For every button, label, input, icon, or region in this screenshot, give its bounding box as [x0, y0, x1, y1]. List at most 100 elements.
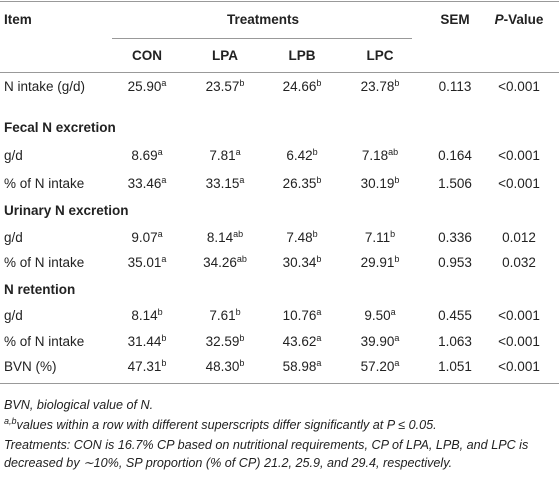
footnote: a,bvalues within a row with different su… — [4, 416, 556, 434]
cell-value: 30.19 — [360, 176, 395, 191]
cell-superscript: ab — [388, 147, 399, 157]
row-label: g/d — [4, 230, 23, 245]
row-label: % of N intake — [4, 176, 85, 191]
cell: 7.61b — [209, 308, 240, 324]
header-p-value: P-Value — [495, 12, 544, 28]
p-value: 0.032 — [502, 255, 536, 270]
cell-superscript: b — [312, 147, 318, 157]
cell: 7.18ab — [362, 148, 398, 164]
cell: 25.90a — [128, 79, 167, 95]
group-header: LPA — [212, 48, 238, 63]
p-value: <0.001 — [498, 176, 540, 191]
cell-value: 10.76 — [282, 308, 317, 323]
group-header: LPC — [366, 48, 394, 63]
cell-superscript: a — [161, 254, 167, 264]
row-label: N intake (g/d) — [4, 79, 86, 94]
p-value: <0.001 — [498, 79, 540, 94]
cell-superscript: a — [394, 358, 400, 368]
row-label: % of N intake — [4, 255, 85, 270]
cell-value: 43.62 — [282, 334, 317, 349]
cell-value: 25.90 — [127, 79, 162, 94]
cell-superscript: b — [316, 78, 322, 88]
sem-value: 0.164 — [438, 148, 472, 163]
footnote: BVN, biological value of N. — [4, 398, 154, 412]
footnote-superscript: a,b — [4, 416, 17, 426]
cell: 8.14b — [131, 308, 162, 324]
footnote-text: values within a row with different super… — [16, 418, 437, 432]
cell: 48.30b — [206, 359, 245, 375]
cell: 30.19b — [361, 176, 400, 192]
cell-superscript: b — [239, 358, 245, 368]
cell-value: 32.59 — [205, 334, 240, 349]
header-sem: SEM — [440, 12, 470, 27]
cell-superscript: b — [316, 175, 322, 185]
p-rest: -Value — [503, 12, 544, 27]
cell: 10.76a — [283, 308, 322, 324]
sem-value: 1.506 — [438, 176, 472, 191]
p-italic: P — [494, 12, 504, 27]
cell-value: 47.31 — [127, 359, 162, 374]
cell: 33.15a — [206, 176, 245, 192]
row-label: g/d — [4, 308, 23, 323]
cell: 26.35b — [283, 176, 322, 192]
cell-superscript: a — [316, 333, 322, 343]
cell-superscript: ab — [236, 254, 247, 264]
cell-value: 31.44 — [127, 334, 162, 349]
cell-value: 24.66 — [282, 79, 317, 94]
section-label: Urinary N excretion — [4, 203, 129, 218]
cell: 9.07a — [131, 230, 162, 246]
cell-value: 26.35 — [282, 176, 317, 191]
sem-value: 1.063 — [438, 334, 472, 349]
cell-superscript: a — [394, 333, 400, 343]
rule — [112, 38, 412, 39]
p-value: <0.001 — [498, 308, 540, 323]
cell-value: 29.91 — [360, 255, 395, 270]
row-label: % of N intake — [4, 334, 85, 349]
cell-value: 57.20 — [360, 359, 395, 374]
group-header: CON — [132, 48, 162, 63]
cell-superscript: b — [161, 333, 167, 343]
cell: 33.46a — [128, 176, 167, 192]
row-label: g/d — [4, 148, 23, 163]
sem-value: 0.336 — [438, 230, 472, 245]
cell: 47.31b — [128, 359, 167, 375]
cell-superscript: b — [235, 307, 241, 317]
cell-value: 7.18 — [361, 148, 389, 163]
cell: 9.50a — [364, 308, 395, 324]
sem-value: 1.051 — [438, 359, 472, 374]
cell: 43.62a — [283, 334, 322, 350]
cell-value: 23.78 — [360, 79, 395, 94]
cell: 23.78b — [361, 79, 400, 95]
header-item: Item — [4, 12, 32, 27]
cell-superscript: b — [239, 333, 245, 343]
p-value: <0.001 — [498, 359, 540, 374]
cell: 39.90a — [361, 334, 400, 350]
cell-value: 30.34 — [282, 255, 317, 270]
cell: 29.91b — [361, 255, 400, 271]
rule — [0, 72, 559, 73]
sem-value: 0.953 — [438, 255, 472, 270]
p-value: <0.001 — [498, 148, 540, 163]
cell-value: 9.07 — [131, 230, 158, 245]
cell: 31.44b — [128, 334, 167, 350]
cell-superscript: a — [239, 175, 245, 185]
cell-value: 33.15 — [205, 176, 240, 191]
cell-superscript: b — [239, 78, 245, 88]
cell-superscript: a — [161, 175, 167, 185]
cell-value: 39.90 — [360, 334, 395, 349]
cell-value: 7.61 — [209, 308, 236, 323]
cell-value: 8.14 — [131, 308, 158, 323]
header-treatments: Treatments — [226, 12, 300, 27]
cell: 7.48b — [286, 230, 317, 246]
cell-value: 8.14 — [206, 230, 234, 245]
cell-superscript: a — [157, 229, 163, 239]
cell: 24.66b — [283, 79, 322, 95]
cell-value: 58.98 — [282, 359, 317, 374]
cell: 57.20a — [361, 359, 400, 375]
cell-value: 7.11 — [364, 230, 391, 245]
cell-superscript: b — [161, 358, 167, 368]
p-value: <0.001 — [498, 334, 540, 349]
cell-value: 35.01 — [127, 255, 162, 270]
cell-superscript: b — [157, 307, 163, 317]
cell: 23.57b — [206, 79, 245, 95]
